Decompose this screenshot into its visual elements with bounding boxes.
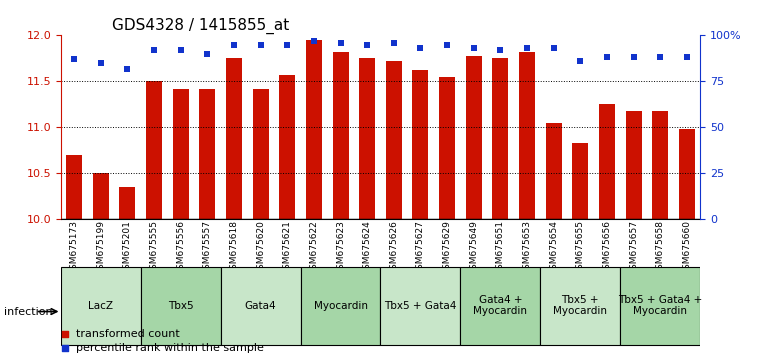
- Text: Tbx5: Tbx5: [168, 301, 193, 310]
- Bar: [199, 89, 215, 219]
- Text: percentile rank within the sample: percentile rank within the sample: [76, 343, 264, 353]
- Point: [441, 42, 453, 47]
- Point: [279, 286, 291, 291]
- Bar: [359, 58, 375, 219]
- Bar: [546, 123, 562, 219]
- Text: GSM675621: GSM675621: [283, 220, 291, 275]
- Text: GSM675654: GSM675654: [549, 220, 558, 275]
- Text: GSM675649: GSM675649: [470, 220, 478, 275]
- Point: [307, 38, 320, 44]
- Text: Tbx5 +
Myocardin: Tbx5 + Myocardin: [553, 295, 607, 316]
- Point: [600, 55, 613, 60]
- FancyBboxPatch shape: [460, 267, 540, 345]
- Point: [387, 40, 400, 46]
- Point: [334, 40, 346, 46]
- Text: GSM675555: GSM675555: [150, 220, 158, 275]
- FancyBboxPatch shape: [380, 267, 460, 345]
- Bar: [279, 75, 295, 219]
- Text: GSM675199: GSM675199: [97, 220, 105, 275]
- Text: GSM675629: GSM675629: [443, 220, 451, 275]
- Text: GSM675623: GSM675623: [336, 220, 345, 275]
- Bar: [412, 70, 428, 219]
- Point: [282, 42, 294, 47]
- Point: [361, 42, 373, 47]
- Text: GSM675624: GSM675624: [363, 220, 371, 275]
- Text: GSM675657: GSM675657: [629, 220, 638, 275]
- Text: Gata4 +
Myocardin: Gata4 + Myocardin: [473, 295, 527, 316]
- Bar: [93, 173, 109, 219]
- Point: [279, 157, 291, 162]
- Bar: [253, 89, 269, 219]
- Bar: [333, 52, 349, 219]
- Bar: [466, 56, 482, 219]
- Point: [174, 47, 187, 53]
- Point: [94, 60, 107, 66]
- Point: [494, 47, 506, 53]
- Point: [148, 47, 160, 53]
- Text: GSM675656: GSM675656: [603, 220, 611, 275]
- Text: GSM675627: GSM675627: [416, 220, 425, 275]
- Bar: [492, 58, 508, 219]
- Text: Myocardin: Myocardin: [314, 301, 368, 310]
- Text: GSM675557: GSM675557: [203, 220, 212, 275]
- Point: [414, 45, 426, 51]
- Text: Tbx5 + Gata4 +
Myocardin: Tbx5 + Gata4 + Myocardin: [618, 295, 702, 316]
- Text: Gata4: Gata4: [245, 301, 276, 310]
- Bar: [173, 89, 189, 219]
- Text: GSM675653: GSM675653: [523, 220, 531, 275]
- Text: transformed count: transformed count: [76, 329, 180, 339]
- FancyBboxPatch shape: [221, 267, 301, 345]
- Point: [574, 58, 586, 64]
- Text: LacZ: LacZ: [88, 301, 113, 310]
- Text: Tbx5 + Gata4: Tbx5 + Gata4: [384, 301, 457, 310]
- Point: [228, 42, 240, 47]
- Text: GSM675660: GSM675660: [683, 220, 691, 275]
- Text: GSM675626: GSM675626: [390, 220, 398, 275]
- Bar: [652, 111, 668, 219]
- Text: GSM675622: GSM675622: [310, 220, 318, 275]
- Point: [654, 55, 667, 60]
- Point: [122, 66, 134, 72]
- Point: [547, 45, 559, 51]
- Bar: [519, 52, 535, 219]
- Point: [467, 45, 479, 51]
- Bar: [226, 58, 242, 219]
- Point: [680, 55, 693, 60]
- Text: GSM675173: GSM675173: [70, 220, 78, 275]
- Text: GSM675620: GSM675620: [256, 220, 265, 275]
- FancyBboxPatch shape: [301, 267, 380, 345]
- Text: infection: infection: [4, 307, 53, 316]
- Bar: [679, 129, 695, 219]
- Point: [68, 57, 81, 62]
- Point: [201, 51, 213, 57]
- FancyBboxPatch shape: [61, 267, 141, 345]
- FancyBboxPatch shape: [620, 267, 700, 345]
- Text: GSM675201: GSM675201: [123, 220, 132, 275]
- Text: GDS4328 / 1415855_at: GDS4328 / 1415855_at: [112, 18, 289, 34]
- Point: [521, 45, 533, 51]
- Bar: [306, 40, 322, 219]
- FancyBboxPatch shape: [141, 267, 221, 345]
- Bar: [439, 77, 455, 219]
- Text: GSM675655: GSM675655: [576, 220, 584, 275]
- Bar: [119, 187, 135, 219]
- Bar: [66, 155, 82, 219]
- Bar: [146, 81, 162, 219]
- Point: [254, 42, 266, 47]
- Text: GSM675651: GSM675651: [496, 220, 505, 275]
- Bar: [386, 61, 402, 219]
- Text: GSM675658: GSM675658: [656, 220, 664, 275]
- Text: GSM675556: GSM675556: [177, 220, 185, 275]
- Bar: [626, 111, 642, 219]
- Text: GSM675618: GSM675618: [230, 220, 238, 275]
- Point: [627, 55, 639, 60]
- Bar: [599, 104, 615, 219]
- FancyBboxPatch shape: [540, 267, 620, 345]
- Bar: [572, 143, 588, 219]
